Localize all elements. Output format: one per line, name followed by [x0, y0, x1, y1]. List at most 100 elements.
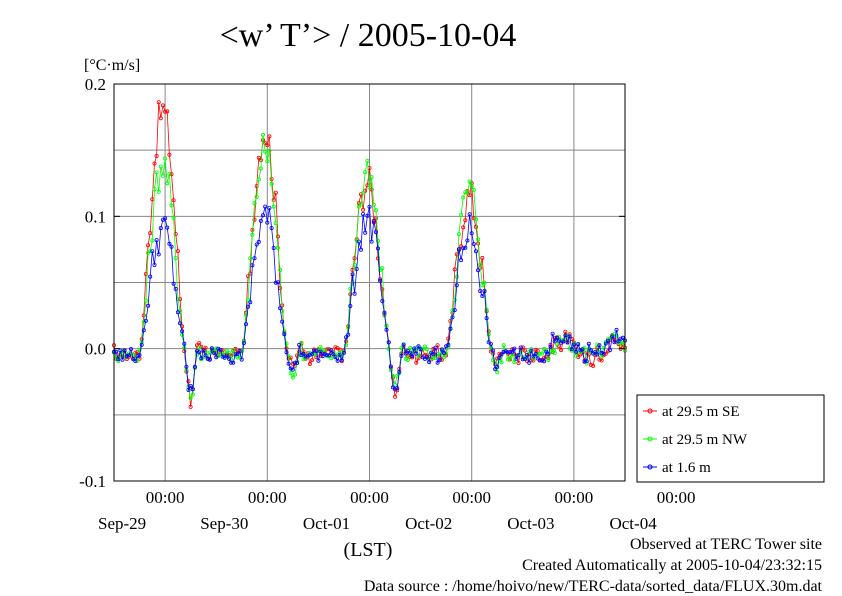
data-point — [557, 338, 562, 343]
data-point — [273, 280, 278, 285]
data-point — [312, 348, 317, 353]
data-point — [473, 224, 478, 229]
y-tick-label: 0.2 — [85, 75, 106, 94]
data-point — [354, 238, 359, 243]
data-point — [352, 262, 357, 267]
chart-title: <w’ T’> / 2005-10-04 — [220, 17, 517, 54]
data-point — [567, 346, 572, 351]
data-point — [380, 298, 385, 303]
data-point — [350, 281, 355, 286]
data-point — [160, 103, 165, 108]
data-point — [595, 342, 600, 347]
data-point — [339, 358, 344, 363]
data-point — [135, 354, 140, 359]
data-point — [571, 342, 576, 347]
y-tick-label: 0.0 — [85, 340, 106, 359]
data-point — [542, 359, 547, 364]
data-point — [326, 347, 331, 352]
data-point — [250, 263, 255, 268]
data-point — [403, 356, 408, 361]
data-point — [341, 350, 346, 355]
data-point — [241, 341, 246, 346]
data-point — [173, 256, 178, 261]
data-point — [569, 347, 574, 352]
data-point — [369, 239, 374, 244]
data-point — [269, 226, 274, 231]
data-point — [165, 109, 170, 114]
data-point — [380, 266, 385, 271]
data-point — [309, 351, 314, 356]
data-point — [156, 100, 161, 105]
data-point — [146, 303, 151, 308]
data-point — [128, 346, 133, 351]
data-point — [165, 181, 170, 186]
data-point — [158, 116, 163, 121]
data-point — [465, 190, 470, 195]
data-point — [431, 356, 436, 361]
data-point — [352, 291, 357, 296]
data-point — [452, 267, 457, 272]
data-point — [267, 134, 272, 139]
data-point — [156, 252, 161, 257]
data-point — [256, 155, 261, 160]
data-point — [169, 244, 174, 249]
data-point — [418, 347, 423, 352]
data-point — [565, 340, 570, 345]
x-tick-time: 00:00 — [657, 488, 696, 507]
data-point — [350, 272, 355, 277]
data-point — [550, 331, 555, 336]
data-point — [197, 341, 202, 346]
data-point — [606, 338, 611, 343]
data-point — [333, 355, 338, 360]
data-point — [239, 357, 244, 362]
data-point — [522, 348, 527, 353]
data-point — [233, 352, 238, 357]
data-point — [192, 364, 197, 369]
data-point — [439, 357, 444, 362]
data-point — [608, 347, 613, 352]
data-point — [282, 332, 287, 337]
data-point — [163, 216, 168, 221]
data-point — [476, 268, 481, 273]
data-point — [177, 321, 182, 326]
data-point — [456, 247, 461, 252]
data-point — [258, 166, 263, 171]
data-point — [618, 341, 623, 346]
data-point — [540, 351, 545, 356]
data-point — [322, 349, 327, 354]
data-point — [456, 232, 461, 237]
data-point — [318, 345, 323, 350]
data-point — [316, 348, 321, 353]
legend-label: at 29.5 m NW — [662, 432, 748, 448]
x-tick-date: Oct-04 — [609, 514, 657, 533]
data-point — [307, 361, 312, 366]
data-point — [188, 404, 193, 409]
data-point — [358, 247, 363, 252]
data-point — [265, 220, 270, 225]
data-point — [395, 388, 400, 393]
data-point — [212, 351, 217, 356]
legend-items: at 29.5 m SE at 29.5 m NW at 1.6 m — [643, 404, 748, 476]
data-point — [137, 353, 142, 358]
data-point — [488, 341, 493, 346]
data-point — [473, 249, 478, 254]
data-point — [482, 289, 487, 294]
data-point — [507, 356, 512, 361]
data-point — [148, 249, 153, 254]
data-point — [471, 241, 476, 246]
data-point — [535, 348, 540, 353]
legend-marker — [647, 436, 653, 442]
data-point — [610, 334, 615, 339]
data-point — [614, 333, 619, 338]
data-point — [597, 357, 602, 362]
data-point — [231, 348, 236, 353]
data-point — [271, 197, 276, 202]
data-point — [131, 352, 136, 357]
data-point — [363, 170, 368, 175]
data-point — [482, 280, 487, 285]
data-point — [518, 345, 523, 350]
data-point — [371, 218, 376, 223]
data-point — [194, 343, 199, 348]
data-point — [248, 300, 253, 305]
